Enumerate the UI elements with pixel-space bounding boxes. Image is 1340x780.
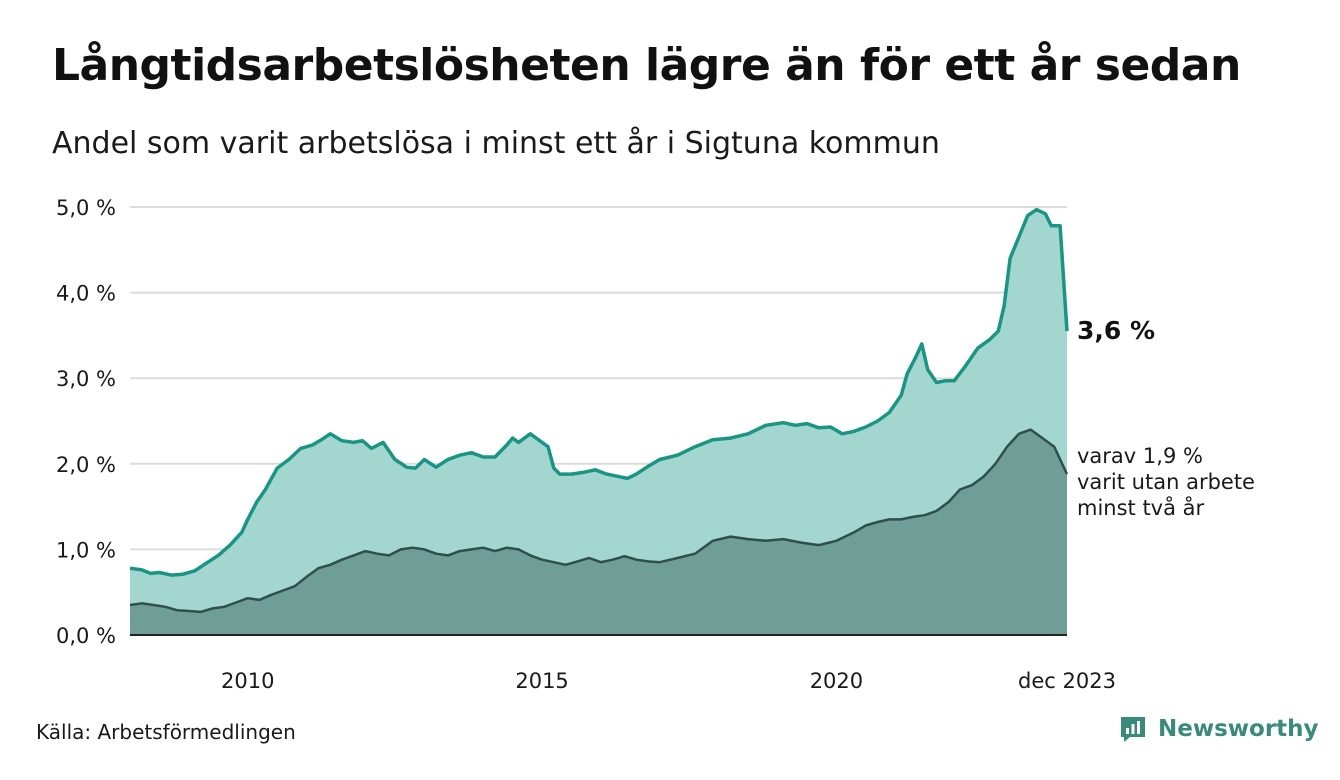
series-line-2 bbox=[129, 428, 1069, 614]
series-end-value: 3,6 % bbox=[1077, 316, 1155, 345]
series-2-end-label-line: varit utan arbete bbox=[1077, 470, 1255, 494]
brand-logo[interactable]: Newsworthy bbox=[1118, 714, 1319, 744]
axes: 0,0 % 1,0 % 2,0 % 3,0 % 4,0 % 5,0 % 2010 2015 20… bbox=[56, 196, 1116, 693]
series-area-2 bbox=[130, 429, 1067, 635]
x-tick-label: 2020 bbox=[810, 669, 863, 693]
source-note: Källa: Arbetsförmedlingen bbox=[36, 720, 296, 744]
series-2-end-label-line: minst två år bbox=[1077, 495, 1205, 520]
y-tick-label: 2,0 % bbox=[56, 453, 116, 477]
x-tick-label: 2010 bbox=[221, 669, 274, 693]
series-areas bbox=[129, 207, 1069, 635]
series-line-1 bbox=[129, 207, 1069, 577]
x-tick-label: 2015 bbox=[515, 669, 568, 693]
area-chart: 0,0 % 1,0 % 2,0 % 3,0 % 4,0 % 5,0 % 2010 2015 20… bbox=[56, 196, 1255, 693]
brand-name: Newsworthy bbox=[1158, 716, 1319, 742]
y-tick-label: 5,0 % bbox=[56, 196, 116, 220]
newsworthy-logo-icon bbox=[1121, 717, 1145, 742]
chart-title: Långtidsarbetslösheten lägre än för ett … bbox=[52, 40, 1241, 91]
series-2-end-label-line: varav 1,9 % bbox=[1077, 444, 1203, 468]
y-tick-label: 1,0 % bbox=[56, 538, 116, 562]
series-area-1 bbox=[130, 209, 1067, 635]
y-tick-label: 4,0 % bbox=[56, 282, 116, 306]
y-tick-label: 0,0 % bbox=[56, 624, 116, 648]
y-tick-label: 3,0 % bbox=[56, 367, 116, 391]
chart-subtitle: Andel som varit arbetslösa i minst ett å… bbox=[52, 126, 940, 161]
x-tick-label: dec 2023 bbox=[1018, 669, 1116, 693]
